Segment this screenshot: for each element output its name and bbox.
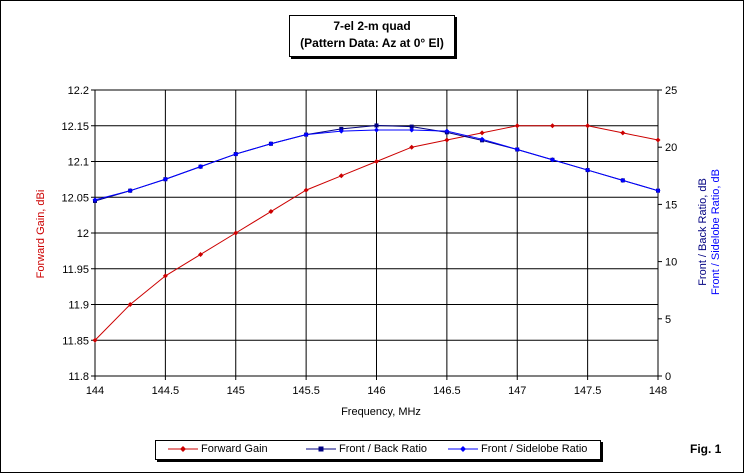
x-tick-label: 144 [86, 385, 104, 397]
data-point-front-sidelobe-ratio [549, 157, 555, 163]
data-point-front-sidelobe-ratio [198, 164, 204, 170]
y-left-tick-label: 11.9 [68, 300, 89, 312]
series [92, 123, 661, 343]
data-point-forward-gain [409, 144, 415, 150]
y-left-tick-label: 12.2 [68, 85, 89, 97]
data-point-front-back-ratio [409, 124, 414, 129]
legend: Forward Gain Front / Back Ratio Front / … [155, 440, 601, 460]
y-right-tick-label: 25 [665, 85, 677, 97]
y-left-tick-label: 12 [77, 228, 89, 240]
legend-marker-forward-gain [168, 446, 198, 453]
legend-item-forward-gain: Forward Gain [168, 443, 268, 455]
data-point-forward-gain [514, 123, 520, 129]
y-right-tick-label: 20 [665, 142, 677, 154]
y-left-tick-label: 11.95 [62, 264, 89, 276]
x-tick-label: 147 [508, 385, 526, 397]
data-point-front-sidelobe-ratio [303, 132, 309, 138]
chart-title-box: 7-el 2-m quad (Pattern Data: Az at 0° El… [289, 15, 455, 57]
x-tick-label: 144.5 [152, 385, 180, 397]
data-point-front-sidelobe-ratio [233, 151, 239, 157]
data-point-front-sidelobe-ratio [127, 188, 133, 194]
data-point-forward-gain [198, 251, 204, 257]
data-point-forward-gain [303, 187, 309, 193]
grid [94, 89, 659, 377]
data-point-forward-gain [338, 173, 344, 179]
data-point-forward-gain [549, 123, 555, 129]
y-right-tick-label: 15 [665, 199, 677, 211]
y-axis-right-label-front-back: Front / Back Ratio, dB [697, 178, 709, 286]
data-point-forward-gain [127, 302, 133, 307]
data-point-forward-gain [374, 159, 379, 164]
data-point-front-sidelobe-ratio [444, 128, 450, 134]
legend-item-front-back: Front / Back Ratio [306, 443, 427, 455]
y-left-tick-label: 12.1 [68, 157, 89, 169]
data-point-front-sidelobe-ratio [409, 127, 415, 133]
legend-marker-front-sidelobe [448, 446, 478, 453]
data-point-front-back-ratio [374, 123, 379, 128]
data-point-forward-gain [444, 137, 450, 143]
data-point-front-sidelobe-ratio [92, 197, 98, 203]
x-tick-label: 148 [649, 385, 667, 397]
x-tick-label: 146 [367, 385, 385, 397]
data-point-front-sidelobe-ratio [655, 188, 661, 194]
data-point-forward-gain [655, 137, 661, 143]
data-point-front-sidelobe-ratio [338, 128, 344, 134]
x-tick-label: 145 [227, 385, 245, 397]
data-point-forward-gain [92, 337, 98, 343]
data-point-front-sidelobe-ratio [514, 146, 520, 152]
legend-label-front-back: Front / Back Ratio [339, 443, 428, 456]
data-point-front-sidelobe-ratio [268, 141, 274, 147]
x-axis-label: Frequency, MHz [341, 406, 421, 418]
chart-title: 7-el 2-m quad [333, 19, 411, 33]
axes: 11.8 11.85 11.9 11.95 12 12.05 12.1 12.15 12.2 14… [61, 85, 677, 397]
y-right-tick-label: 10 [665, 257, 677, 269]
y-axis-right-label-front-sidelobe: Front / Sidelobe Ratio, dB [710, 169, 722, 295]
y-axis-left-label: Forward Gain, dBi [35, 190, 47, 279]
legend-label-front-sidelobe: Front / Sidelobe Ratio [481, 443, 588, 456]
y-left-tick-label: 11.85 [62, 335, 89, 347]
data-point-front-sidelobe-ratio [374, 127, 379, 133]
data-point-forward-gain [479, 130, 485, 136]
x-tick-label: 147.5 [574, 385, 602, 397]
y-right-tick-label: 0 [665, 371, 671, 383]
data-point-front-sidelobe-ratio [620, 177, 626, 183]
data-point-forward-gain [162, 273, 168, 279]
y-right-tick-label: 5 [665, 314, 671, 326]
data-point-forward-gain [585, 123, 591, 129]
data-point-forward-gain [620, 130, 626, 136]
data-point-front-sidelobe-ratio [585, 167, 591, 173]
data-point-forward-gain [268, 209, 274, 215]
legend-item-front-sidelobe: Front / Sidelobe Ratio [448, 443, 587, 455]
legend-marker-front-back [306, 446, 336, 452]
y-left-tick-label: 11.8 [68, 371, 89, 383]
data-point-front-sidelobe-ratio [479, 136, 485, 142]
x-tick-label: 145.5 [292, 385, 320, 397]
legend-label-forward-gain: Forward Gain [201, 443, 268, 456]
chart-subtitle: (Pattern Data: Az at 0° El) [300, 36, 444, 50]
y-left-tick-label: 12.15 [61, 121, 89, 133]
data-point-forward-gain [233, 230, 239, 236]
data-point-front-sidelobe-ratio [162, 176, 168, 182]
x-tick-label: 146.5 [433, 385, 461, 397]
y-left-tick-label: 12.05 [61, 192, 89, 204]
figure-label: Fig. 1 [690, 442, 722, 456]
